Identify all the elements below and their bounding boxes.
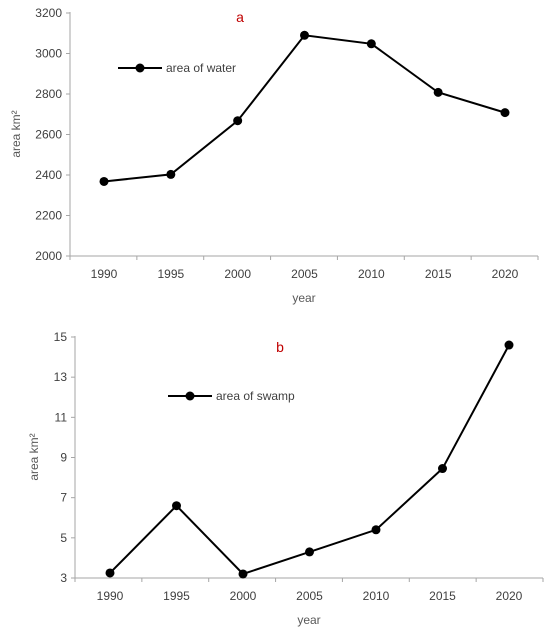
x-tick-label: 1995 — [157, 267, 184, 281]
data-point — [366, 39, 376, 49]
y-tick-label: 3000 — [35, 47, 62, 61]
x-tick-label: 2005 — [296, 589, 323, 603]
x-tick-label: 2000 — [230, 589, 257, 603]
data-point — [438, 464, 447, 474]
y-tick-label: 2600 — [35, 128, 62, 142]
data-point — [166, 169, 176, 179]
data-point — [233, 116, 243, 126]
y-tick-label: 2000 — [35, 249, 62, 263]
data-point — [300, 30, 309, 40]
chart-b: b 3 5 7 9 11 13 15 1990 1995 2000 2005 2010 2015 202… — [27, 330, 544, 627]
y-axis-title-a: area km² — [9, 110, 23, 157]
y-tick-label: 7 — [60, 491, 67, 505]
y-tick-label: 15 — [54, 330, 68, 344]
panel-b-label: b — [276, 339, 284, 355]
data-point — [172, 501, 181, 511]
data-point — [504, 340, 514, 350]
data-point — [500, 108, 510, 118]
y-tick-label: 3 — [60, 571, 67, 585]
y-axis-title-b: area km² — [27, 433, 41, 480]
panel-a-label: a — [236, 9, 244, 25]
x-tick-label: 2000 — [224, 267, 251, 281]
x-axis-title-a: year — [292, 291, 315, 305]
y-tick-label: 11 — [55, 410, 68, 424]
y-tick-label: 13 — [54, 370, 68, 384]
series-line — [103, 34, 506, 183]
legend-marker-b — [185, 391, 195, 401]
data-point — [105, 568, 115, 578]
data-point — [371, 525, 381, 535]
data-point — [99, 176, 109, 186]
data-point — [238, 569, 248, 579]
data-point — [305, 547, 314, 557]
legend-label-a: area of water — [166, 61, 236, 75]
y-tick-label: 9 — [60, 451, 67, 465]
y-tick-label: 2800 — [35, 87, 62, 101]
x-tick-label: 2015 — [425, 267, 452, 281]
x-tick-label: 2005 — [291, 267, 318, 281]
x-tick-label: 2010 — [358, 267, 385, 281]
y-tick-label: 5 — [60, 531, 67, 545]
x-tick-label: 2020 — [496, 589, 523, 603]
data-point — [433, 87, 443, 97]
y-tick-label: 2200 — [35, 209, 62, 223]
legend-b: area of swamp — [168, 389, 295, 403]
x-tick-label: 2020 — [492, 267, 519, 281]
x-tick-label: 2015 — [429, 589, 456, 603]
x-axis-title-b: year — [297, 613, 320, 627]
legend-a: area of water — [118, 61, 236, 75]
y-tick-label: 2400 — [35, 168, 62, 182]
x-tick-label: 1990 — [91, 267, 118, 281]
series-line — [109, 344, 510, 576]
x-tick-label: 2010 — [363, 589, 390, 603]
y-tick-label: 3200 — [35, 6, 62, 20]
x-tick-label: 1995 — [163, 589, 190, 603]
chart-a: a 2000 2200 2400 2600 2800 3000 3200 1990 1995 2… — [9, 6, 539, 305]
x-tick-label: 1990 — [97, 589, 124, 603]
legend-marker-a — [135, 63, 145, 73]
legend-label-b: area of swamp — [216, 389, 295, 403]
